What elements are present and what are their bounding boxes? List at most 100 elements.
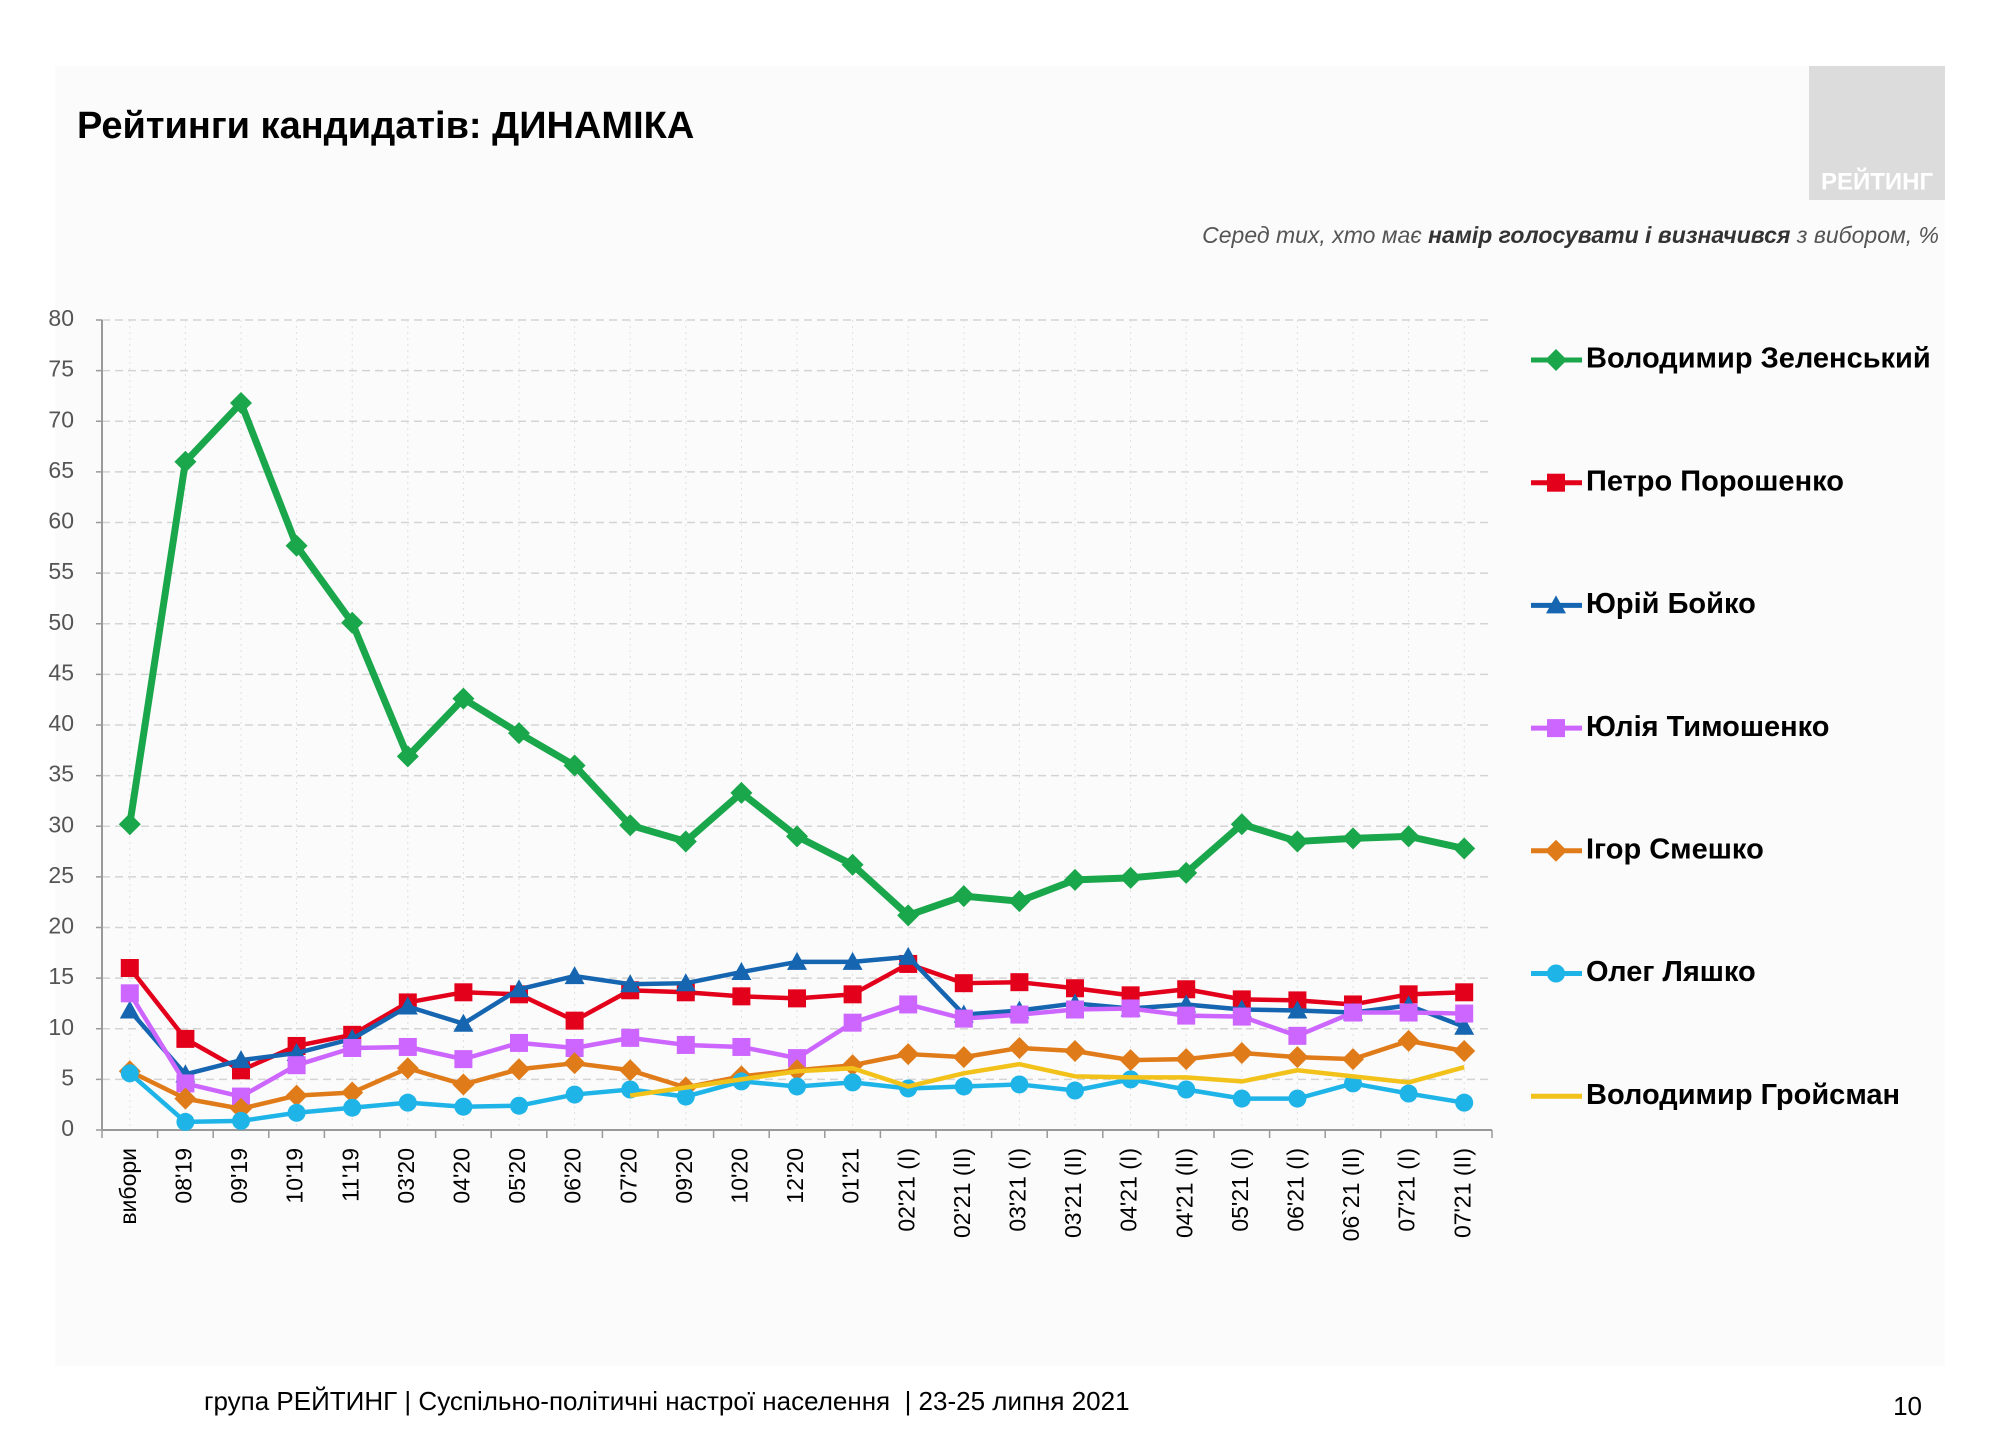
y-tick-label: 65 [48,457,74,483]
marker [1399,985,1418,1004]
marker [120,959,139,977]
y-tick-label: 70 [48,406,74,432]
marker [732,987,751,1006]
marker [1010,973,1029,992]
y-tick-label: 60 [48,508,74,534]
subtitle-part: Серед тих, хто має [1202,222,1428,248]
marker [843,1013,862,1032]
chart-title: Рейтинги кандидатів: ДИНАМІКА [77,105,694,147]
marker [398,1037,417,1056]
marker [1454,1016,1475,1035]
marker [1397,825,1420,848]
legend-entry: Володимир Зеленський [1531,343,1931,375]
marker [1455,1004,1474,1023]
marker [1177,980,1196,999]
marker [341,1081,364,1104]
legend-entry: Олег Ляшко [1531,956,1756,988]
x-tick-label: 08'19 [170,1148,196,1204]
marker [843,1073,862,1092]
marker [343,1098,362,1117]
marker [954,974,973,993]
x-tick-label: 07'20 [615,1148,641,1204]
x-tick-label: 09'20 [671,1148,697,1204]
legend-entry: Ігор Смешко [1531,833,1764,865]
series [118,392,1476,927]
marker [788,1049,806,1068]
marker [619,1059,642,1082]
marker [341,611,364,634]
marker [565,1011,584,1030]
y-tick-label: 40 [48,710,74,736]
marker [1008,1036,1031,1059]
x-tick-label: 04'20 [448,1148,474,1204]
marker [1010,1075,1029,1094]
marker [396,745,419,768]
marker [732,1037,751,1056]
marker [453,1013,474,1032]
marker [1010,1005,1029,1024]
marker [1232,1089,1251,1108]
marker [565,1085,584,1104]
marker [452,1073,475,1096]
marker [510,1096,528,1115]
legend-label: Ігор Смешко [1586,833,1764,865]
marker [1121,999,1140,1018]
marker [899,995,918,1014]
y-tick-label: 55 [48,558,74,584]
marker [1342,1048,1364,1071]
y-tick-label: 30 [48,811,74,837]
page-number: 10 [1893,1391,1922,1421]
x-tick-label: 09'19 [226,1148,252,1204]
x-tick-label: 03'21 (I) [1004,1148,1030,1232]
y-tick-label: 50 [48,609,74,635]
marker [510,1033,528,1052]
marker [120,1064,139,1083]
marker [1119,1049,1142,1072]
marker [1230,1042,1253,1065]
marker [1399,1084,1418,1103]
marker [563,1052,586,1075]
marker [1288,1026,1307,1045]
legend-entry: Юлія Тимошенко [1531,711,1830,743]
x-tick-label: вибори [115,1148,141,1225]
x-tick-label: 01'21 [838,1148,864,1204]
marker [1286,830,1309,853]
series [629,1061,1465,1098]
marker [952,1046,975,1069]
marker [119,1000,140,1019]
marker [1455,1093,1474,1112]
marker [232,1111,250,1130]
panel [55,66,1945,1366]
marker [285,534,308,557]
marker [509,979,529,998]
marker [1288,991,1307,1010]
marker [397,996,418,1015]
marker [1286,1046,1309,1069]
marker [897,1043,920,1066]
x-tick-label: 06'20 [560,1148,586,1204]
marker [788,1077,806,1096]
x-tick-label: 04'21 (I) [1116,1148,1142,1232]
marker [287,1103,306,1122]
marker [1545,839,1567,862]
marker [176,1074,195,1093]
x-tick-label: 03'20 [393,1148,419,1204]
marker [452,687,475,710]
marker [176,1029,195,1048]
x-tick-label: 06'21 (I) [1282,1148,1308,1232]
marker [565,1038,584,1057]
legend-entry: Юрій Бойко [1531,588,1756,620]
marker [1230,813,1253,836]
marker [1287,1000,1308,1019]
marker [1008,890,1031,913]
marker [1547,964,1565,983]
marker [287,1056,306,1075]
marker [1288,1089,1307,1108]
marker [285,1084,308,1107]
marker [676,1087,695,1106]
marker [232,1087,250,1106]
marker [1453,837,1476,860]
marker [1399,1003,1418,1022]
marker [118,813,141,836]
